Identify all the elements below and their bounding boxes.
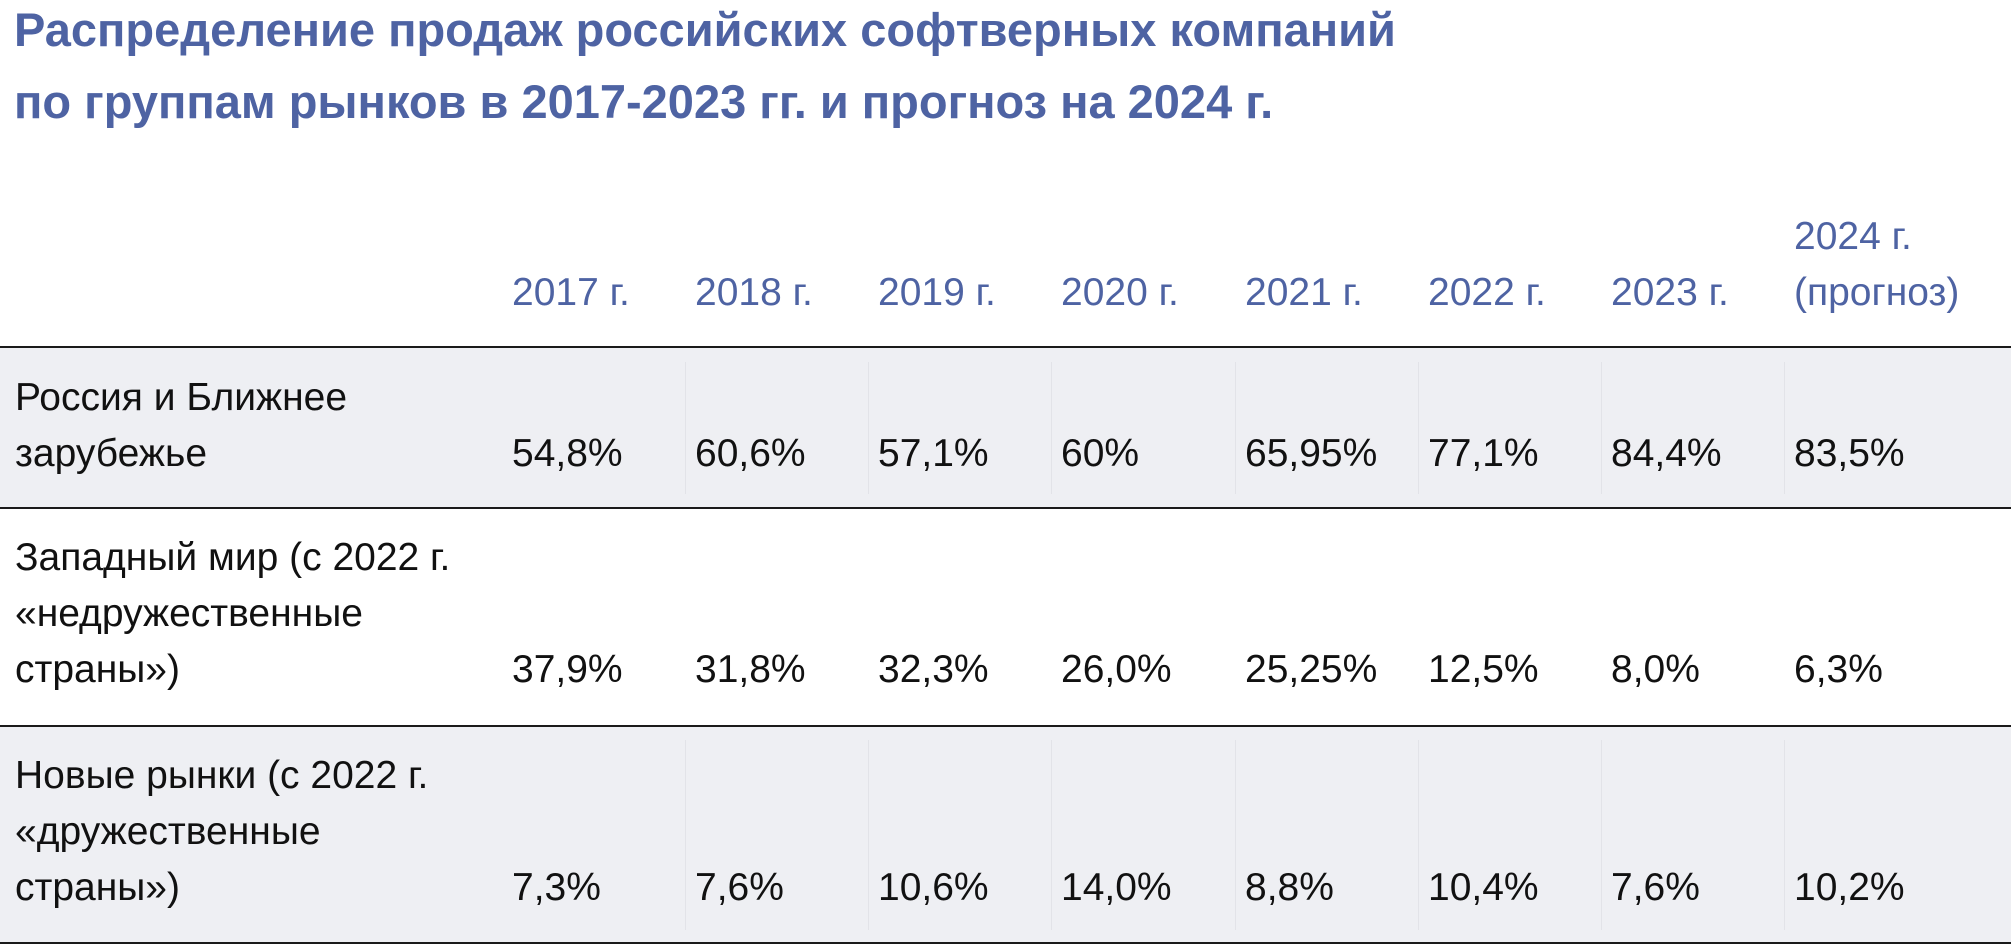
chart-title-line-1: Распределение продаж российских софтверн… bbox=[14, 3, 1396, 56]
table-cell-value: 7,6% bbox=[695, 866, 784, 909]
column-header: 2024 г. (прогноз) bbox=[1794, 209, 1959, 321]
column-guide bbox=[1601, 362, 1602, 494]
table-cell-value: 60% bbox=[1061, 432, 1140, 475]
chart-title-line-2: по группам рынков в 2017-2023 гг. и прог… bbox=[14, 75, 1274, 128]
row-background bbox=[0, 348, 2011, 508]
table-cell-value: 60,6% bbox=[695, 432, 806, 475]
column-header-line: 2020 г. bbox=[1061, 271, 1179, 314]
column-guide bbox=[685, 740, 686, 930]
table-cell-value: 26,0% bbox=[1061, 648, 1172, 691]
chart-title: Распределение продаж российских софтверн… bbox=[14, 0, 1994, 138]
column-header-line: 2024 г. bbox=[1794, 215, 1912, 258]
column-header: 2020 г. bbox=[1061, 265, 1179, 321]
column-header-line: 2021 г. bbox=[1245, 271, 1363, 314]
row-divider bbox=[0, 942, 2011, 944]
column-guide bbox=[1418, 740, 1419, 930]
column-header-line: 2017 г. bbox=[512, 271, 630, 314]
table-cell-value: 12,5% bbox=[1428, 648, 1539, 691]
row-label: Россия и Ближнее зарубежье bbox=[15, 376, 348, 475]
table-cell-value: 6,3% bbox=[1794, 648, 1883, 691]
column-guide bbox=[1418, 362, 1419, 494]
table-cell-value: 7,3% bbox=[512, 866, 601, 909]
column-guide bbox=[868, 362, 869, 494]
table-cell-value: 8,0% bbox=[1611, 648, 1700, 691]
column-guide bbox=[685, 362, 686, 494]
table-cell-value: 10,4% bbox=[1428, 866, 1539, 909]
table-cell-value: 83,5% bbox=[1794, 432, 1905, 475]
row-divider bbox=[0, 725, 2011, 727]
column-header-line: 2023 г. bbox=[1611, 271, 1729, 314]
table-cell-value: 57,1% bbox=[878, 432, 989, 475]
table-cell-value: 8,8% bbox=[1245, 866, 1334, 909]
table-cell-value: 54,8% bbox=[512, 432, 623, 475]
table-cell-value: 10,6% bbox=[878, 866, 989, 909]
row-label: Новые рынки (с 2022 г. «дружественные ст… bbox=[15, 754, 429, 909]
column-header: 2021 г. bbox=[1245, 265, 1363, 321]
column-header: 2017 г. bbox=[512, 265, 630, 321]
column-header-line: 2022 г. bbox=[1428, 271, 1546, 314]
table-cell-value: 31,8% bbox=[695, 648, 806, 691]
column-guide bbox=[1601, 740, 1602, 930]
column-header: 2023 г. bbox=[1611, 265, 1729, 321]
column-guide bbox=[1235, 362, 1236, 494]
table-cell-value: 84,4% bbox=[1611, 432, 1722, 475]
table-cell-value: 32,3% bbox=[878, 648, 989, 691]
column-header: 2018 г. bbox=[695, 265, 813, 321]
table-cell-value: 14,0% bbox=[1061, 866, 1172, 909]
column-guide bbox=[1784, 362, 1785, 494]
row-divider bbox=[0, 507, 2011, 509]
column-guide bbox=[868, 740, 869, 930]
column-header-line: 2018 г. bbox=[695, 271, 813, 314]
column-header-line: 2019 г. bbox=[878, 271, 996, 314]
column-guide bbox=[1235, 740, 1236, 930]
row-background bbox=[0, 726, 2011, 944]
column-header: 2019 г. bbox=[878, 265, 996, 321]
column-header: 2022 г. bbox=[1428, 265, 1546, 321]
column-guide bbox=[1051, 740, 1052, 930]
row-label: Западный мир (с 2022 г. «недружественные… bbox=[15, 536, 451, 691]
column-guide bbox=[1051, 362, 1052, 494]
table-cell-value: 65,95% bbox=[1245, 432, 1378, 475]
column-header-line: (прогноз) bbox=[1794, 271, 1960, 314]
table-cell-value: 37,9% bbox=[512, 648, 623, 691]
table-cell-value: 77,1% bbox=[1428, 432, 1539, 475]
column-guide bbox=[1784, 740, 1785, 930]
table-cell-value: 10,2% bbox=[1794, 866, 1905, 909]
table-cell-value: 7,6% bbox=[1611, 866, 1700, 909]
table-cell-value: 25,25% bbox=[1245, 648, 1378, 691]
row-divider bbox=[0, 346, 2011, 348]
